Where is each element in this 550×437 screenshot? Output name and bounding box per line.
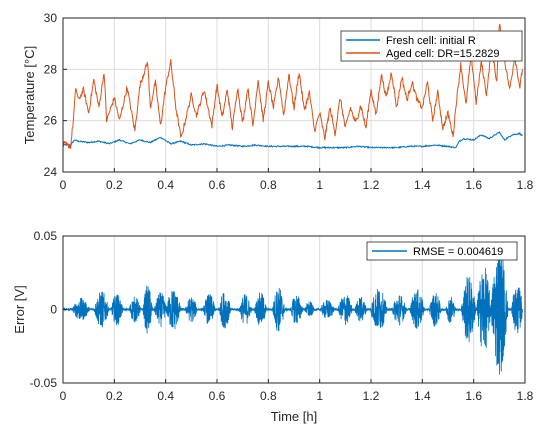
y-tick-label: -0.05 <box>30 376 58 390</box>
y-tick-label: 0.05 <box>34 229 58 243</box>
legend-aged-cell-label: Aged cell: DR=15.2829 <box>386 48 499 60</box>
temperature-axes-frame <box>62 17 526 173</box>
x-tick-label: 0.6 <box>209 178 226 192</box>
x-tick-label: 0.2 <box>106 178 123 192</box>
x-tick-label: 1.6 <box>465 389 482 403</box>
x-tick-label: 1.6 <box>465 178 482 192</box>
y-tick-label: 28 <box>44 62 58 76</box>
temperature-plot: 0 0.2 0.4 0.6 0.8 1 1.2 1.4 1.6 1.8 24 26 28 30 Tempe… <box>22 11 534 192</box>
x-tick-label: 0.8 <box>260 389 277 403</box>
temperature-legend-box <box>340 30 523 62</box>
x-tick-label: 0.4 <box>157 389 174 403</box>
x-tick-label: 1 <box>316 389 323 403</box>
temperature-series <box>62 23 523 150</box>
y-tick-label: 0 <box>50 303 57 317</box>
y-tick-label: 24 <box>44 165 58 179</box>
x-tick-label: 0.6 <box>209 389 226 403</box>
legend-fresh-cell-label: Fresh cell: initial R <box>386 35 476 47</box>
x-tick-label: 1.8 <box>517 178 534 192</box>
error-series <box>62 253 523 375</box>
temperature-legend[interactable]: Fresh cell: initial R Aged cell: DR=15.2… <box>340 30 523 62</box>
x-tick-label: 0.2 <box>106 389 123 403</box>
temperature-ticks: 0 0.2 0.4 0.6 0.8 1 1.2 1.4 1.6 1.8 24 26 28 30 <box>44 11 534 192</box>
x-tick-label: 1.2 <box>363 389 380 403</box>
x-tick-label: 0 <box>60 389 67 403</box>
x-tick-label: 1.4 <box>414 389 431 403</box>
time-x-axis-label: Time [h] <box>271 409 317 424</box>
aged-cell-temperature-line <box>62 23 523 150</box>
x-tick-label: 1.8 <box>517 389 534 403</box>
fresh-cell-temperature-line <box>62 130 523 150</box>
error-legend-box <box>366 241 518 261</box>
error-signal-line <box>62 253 523 375</box>
x-tick-label: 0.4 <box>157 178 174 192</box>
x-tick-label: 1 <box>316 178 323 192</box>
legend-rmse-label: RMSE = 0.004619 <box>413 246 503 258</box>
y-tick-label: 30 <box>44 11 58 25</box>
x-tick-label: 1.2 <box>363 178 380 192</box>
error-y-axis-label: Error [V] <box>12 285 27 333</box>
temperature-y-axis-label: Temperature [°C] <box>22 46 37 144</box>
error-legend[interactable]: RMSE = 0.004619 <box>366 241 518 261</box>
y-tick-label: 26 <box>44 114 58 128</box>
x-tick-label: 0 <box>60 178 67 192</box>
x-tick-label: 0.8 <box>260 178 277 192</box>
x-tick-label: 1.4 <box>414 178 431 192</box>
